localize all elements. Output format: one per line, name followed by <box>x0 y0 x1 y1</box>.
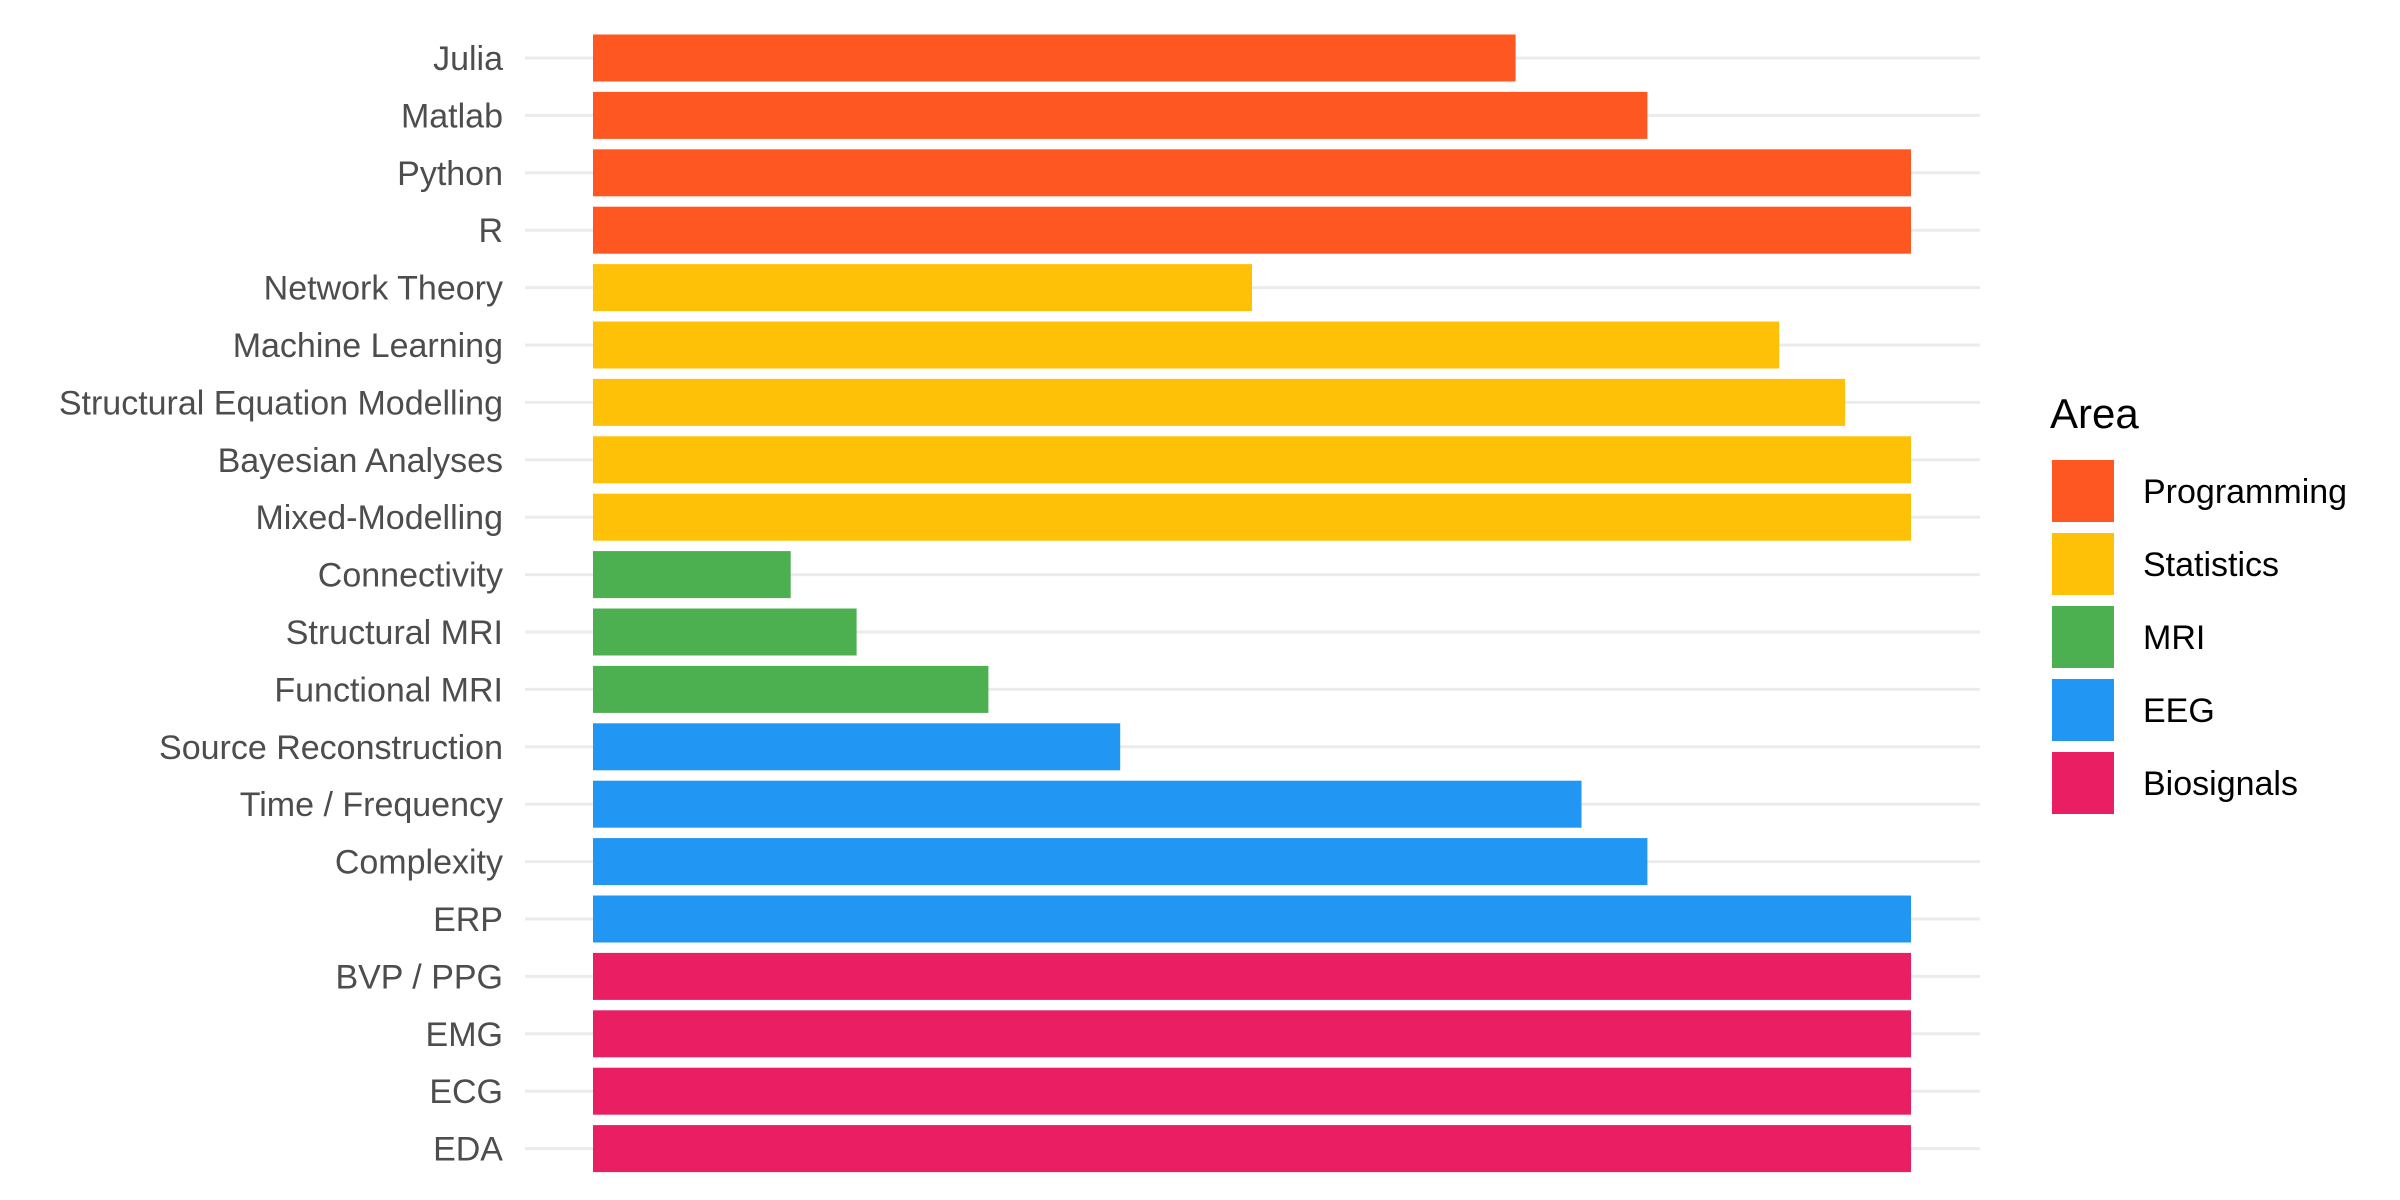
legend: Area Programming Statistics MRI EEG Biosigna… <box>2050 390 2347 814</box>
bar-time-frequency <box>593 780 1582 828</box>
legend-key-statistics <box>2052 533 2114 595</box>
y-tick-label-source-reconstruction: Source Reconstruction <box>159 729 503 767</box>
bar-machine-learning <box>593 321 1780 369</box>
y-tick-label-connectivity: Connectivity <box>318 557 503 595</box>
bar-ecg <box>593 1067 1911 1115</box>
y-tick-label-matlab: Matlab <box>401 97 503 135</box>
bar-eda <box>593 1125 1911 1173</box>
y-tick-label-structural-equation-modelling: Structural Equation Modelling <box>59 384 503 422</box>
y-tick-label-mixed-modelling: Mixed-Modelling <box>255 499 503 537</box>
y-tick-label-eda: EDA <box>433 1131 503 1169</box>
y-tick-label-julia: Julia <box>433 40 503 78</box>
bar-mixed-modelling <box>593 493 1911 541</box>
bar-erp <box>593 895 1911 943</box>
y-tick-label-complexity: Complexity <box>335 844 503 882</box>
legend-title: Area <box>2050 390 2139 437</box>
bar-matlab <box>593 91 1648 139</box>
y-tick-label-ecg: ECG <box>429 1073 503 1111</box>
legend-label-programming: Programming <box>2143 473 2347 511</box>
y-tick-label-structural-mri: Structural MRI <box>286 614 503 652</box>
bar-layer <box>593 34 1911 1173</box>
bar-network-theory <box>593 264 1252 312</box>
bar-connectivity <box>593 551 791 599</box>
bar-structural-equation-modelling <box>593 378 1846 426</box>
bar-bayesian-analyses <box>593 436 1911 484</box>
bar-python <box>593 149 1911 197</box>
y-tick-label-bvp-ppg: BVP / PPG <box>335 958 503 996</box>
legend-key-mri <box>2052 606 2114 668</box>
bar-emg <box>593 1010 1911 1058</box>
y-tick-label-functional-mri: Functional MRI <box>274 671 503 709</box>
y-axis-tick-labels: Julia Matlab Python R Network Theory Machine … <box>59 40 503 1169</box>
legend-key-biosignals <box>2052 752 2114 814</box>
y-tick-label-machine-learning: Machine Learning <box>233 327 503 365</box>
legend-key-programming <box>2052 460 2114 522</box>
bar-functional-mri <box>593 665 989 713</box>
y-tick-label-bayesian-analyses: Bayesian Analyses <box>218 442 503 480</box>
legend-label-eeg: EEG <box>2143 692 2215 730</box>
bar-r <box>593 206 1911 254</box>
y-tick-label-time-frequency: Time / Frequency <box>240 786 503 824</box>
y-tick-label-erp: ERP <box>433 901 503 939</box>
legend-label-biosignals: Biosignals <box>2143 765 2298 803</box>
bar-structural-mri <box>593 608 857 656</box>
y-tick-label-r: R <box>478 212 503 250</box>
y-tick-label-python: Python <box>397 155 503 193</box>
bar-bvp-ppg <box>593 952 1911 1000</box>
legend-key-eeg <box>2052 679 2114 741</box>
bar-complexity <box>593 838 1648 886</box>
y-tick-label-emg: EMG <box>426 1016 503 1054</box>
legend-label-mri: MRI <box>2143 619 2205 657</box>
bar-source-reconstruction <box>593 723 1121 771</box>
bar-julia <box>593 34 1516 82</box>
y-tick-label-network-theory: Network Theory <box>264 270 503 308</box>
legend-label-statistics: Statistics <box>2143 546 2279 584</box>
